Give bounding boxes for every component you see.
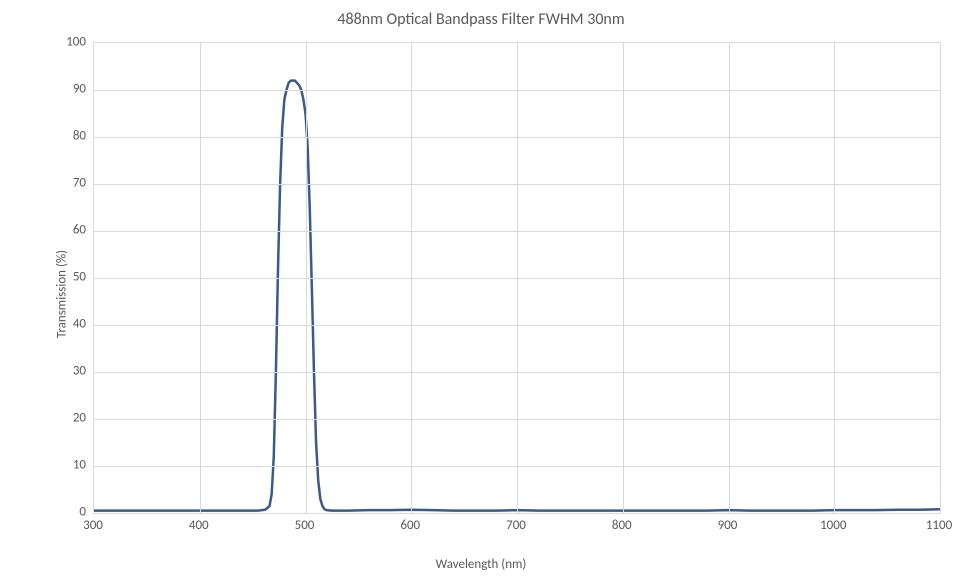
y-tick-label: 10 (73, 458, 86, 473)
y-tick-label: 100 (66, 35, 86, 50)
grid-line-h (94, 184, 940, 185)
grid-line-h (94, 231, 940, 232)
grid-line-h (94, 325, 940, 326)
y-tick-label: 0 (79, 505, 86, 520)
grid-line-h (94, 137, 940, 138)
grid-line-h (94, 466, 940, 467)
x-tick-label: 1000 (820, 518, 846, 533)
x-tick-label: 700 (506, 518, 526, 533)
x-tick-label: 300 (83, 518, 103, 533)
chart-title: 488nm Optical Bandpass Filter FWHM 30nm (0, 10, 962, 29)
x-tick-label: 900 (718, 518, 738, 533)
y-tick-label: 90 (73, 82, 86, 97)
y-tick-label: 50 (73, 270, 86, 285)
y-tick-label: 20 (73, 411, 86, 426)
y-axis-label: Transmission (%) (55, 250, 70, 338)
grid-line-h (94, 278, 940, 279)
y-tick-label: 40 (73, 317, 86, 332)
x-tick-label: 600 (400, 518, 420, 533)
chart-container: 488nm Optical Bandpass Filter FWHM 30nm … (0, 0, 962, 588)
x-axis-label: Wavelength (nm) (0, 557, 962, 572)
y-tick-label: 60 (73, 223, 86, 238)
y-tick-label: 30 (73, 364, 86, 379)
y-tick-label: 80 (73, 129, 86, 144)
x-tick-label: 400 (189, 518, 209, 533)
x-tick-label: 1100 (926, 518, 952, 533)
plot-area (93, 42, 941, 514)
grid-line-h (94, 90, 940, 91)
grid-line-h (94, 372, 940, 373)
grid-line-h (94, 419, 940, 420)
y-tick-label: 70 (73, 176, 86, 191)
x-tick-label: 500 (295, 518, 315, 533)
x-tick-label: 800 (612, 518, 632, 533)
